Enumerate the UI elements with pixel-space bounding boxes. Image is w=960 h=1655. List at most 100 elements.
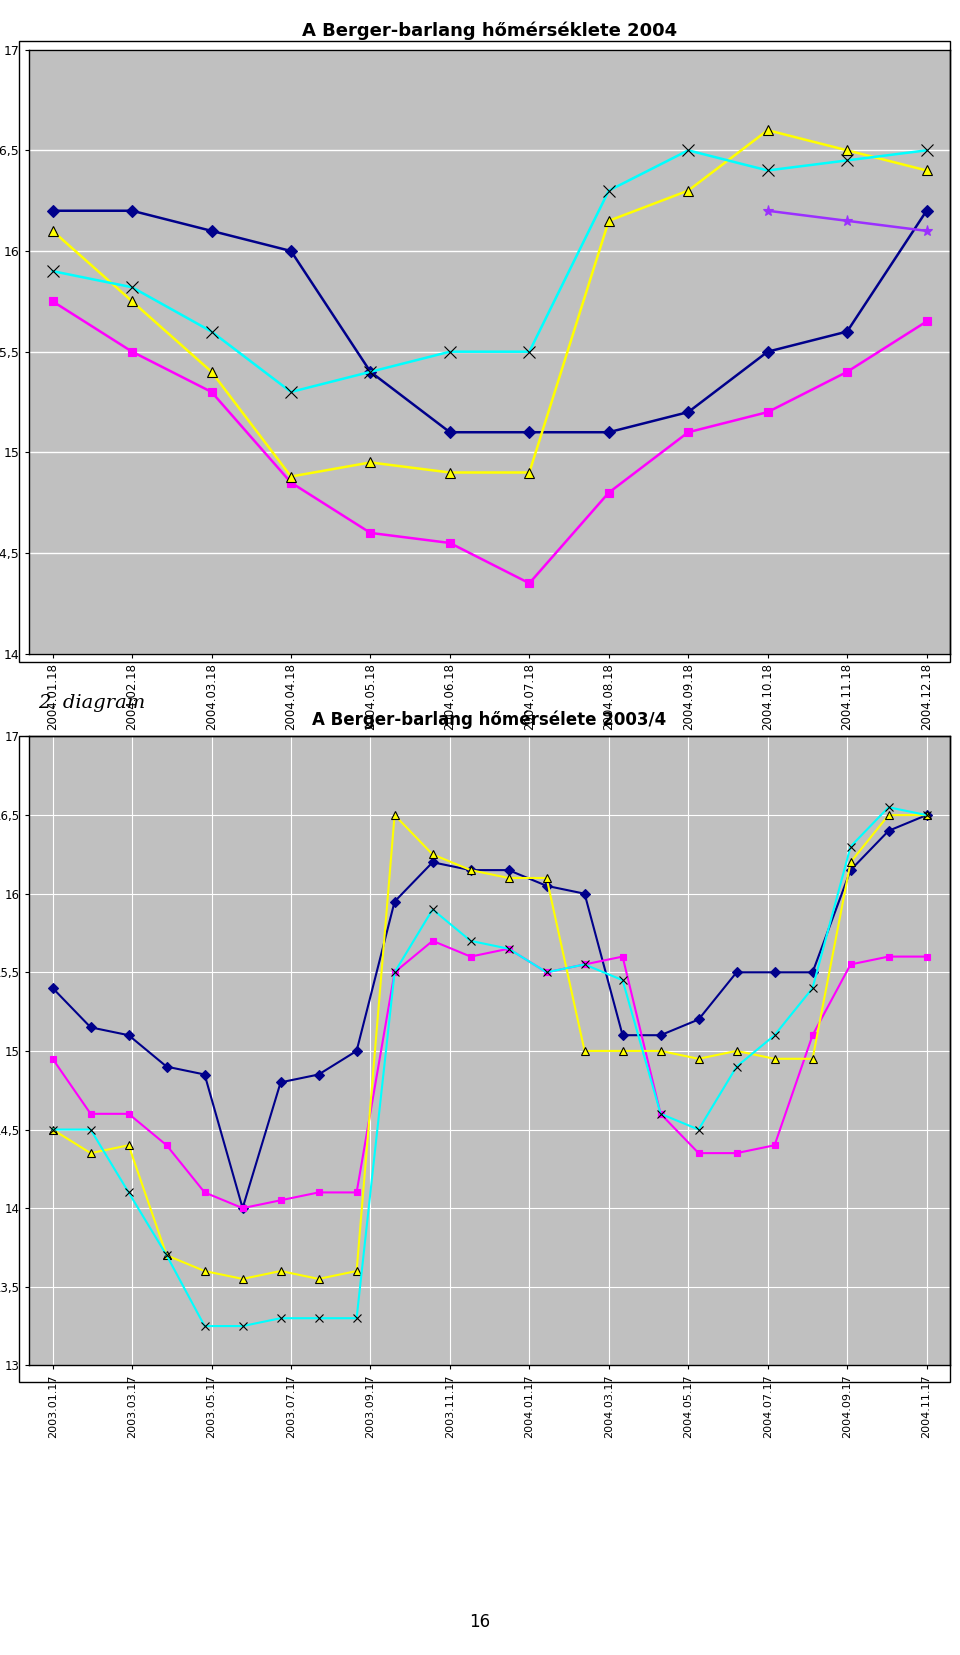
- Keszler-t.: [731, 1144, 742, 1163]
- Piedl-t.: [465, 861, 476, 880]
- Keszler-t.: [350, 1182, 362, 1202]
- Keszler-t.: [762, 402, 774, 422]
- Horváth-t.: [883, 821, 895, 841]
- Plózer-t.: [199, 1316, 210, 1336]
- Horváth-t.: [84, 1018, 96, 1038]
- Horváth-t.: [350, 1041, 362, 1061]
- Piedl-t.: [427, 844, 439, 864]
- Plózer-t.: [841, 151, 852, 170]
- Horváth-t.: [47, 200, 59, 220]
- Plózer-t.: [769, 1026, 780, 1046]
- Horváth-t.: [237, 1198, 249, 1218]
- Keszler-t.: [365, 523, 376, 543]
- Keszler-t.: [285, 473, 297, 493]
- Keszler-t.: [769, 1135, 780, 1155]
- Kessler-t.: [921, 220, 932, 240]
- Keszler-t.: [921, 311, 932, 331]
- Piedl-t.: [655, 1041, 666, 1061]
- Keszler-t.: [205, 382, 217, 402]
- Keszler-t.: [655, 1104, 666, 1124]
- Keszler-t.: [127, 343, 138, 362]
- Piedl-t.: [123, 1135, 134, 1155]
- Horváth-t.: [731, 963, 742, 983]
- Plózer-t.: [313, 1307, 324, 1327]
- Piedl-t.: [883, 804, 895, 824]
- Keszler-t.: [845, 955, 856, 975]
- Piedl-t.: [275, 1261, 286, 1281]
- Keszler-t.: [603, 483, 614, 503]
- Line: Kessler-t.: Kessler-t.: [762, 205, 932, 237]
- Horváth-t.: [427, 852, 439, 872]
- Plózer-t.: [444, 343, 456, 362]
- Plózer-t.: [350, 1307, 362, 1327]
- Keszler-t.: [161, 1135, 173, 1155]
- Line: Keszler-t.: Keszler-t.: [49, 937, 930, 1211]
- Piedl-t.: [603, 210, 614, 230]
- Piedl-t.: [161, 1245, 173, 1264]
- Piedl-t.: [841, 141, 852, 161]
- Plózer-t.: [365, 362, 376, 382]
- Text: 16: 16: [469, 1614, 491, 1630]
- Keszler-t.: [123, 1104, 134, 1124]
- Piedl-t.: [845, 852, 856, 872]
- Piedl-t.: [47, 220, 59, 240]
- Piedl-t.: [350, 1261, 362, 1281]
- Horváth-t.: [389, 892, 400, 912]
- Horváth-t.: [205, 220, 217, 240]
- Plózer-t.: [617, 970, 629, 990]
- Piedl-t.: [683, 180, 694, 200]
- Plózer-t.: [883, 798, 895, 818]
- Plózer-t.: [205, 321, 217, 341]
- Keszler-t.: [683, 422, 694, 442]
- Plózer-t.: [603, 180, 614, 200]
- Plózer-t.: [161, 1245, 173, 1264]
- Horváth-t.: [465, 861, 476, 880]
- Keszler-t.: [921, 947, 932, 967]
- Keszler-t.: [313, 1182, 324, 1202]
- Piedl-t.: [444, 462, 456, 482]
- Horváth-t.: [444, 422, 456, 442]
- Line: Plózer-t.: Plózer-t.: [47, 144, 932, 397]
- Horváth-t.: [313, 1064, 324, 1084]
- Line: Horváth-t.: Horváth-t.: [48, 207, 931, 437]
- Plózer-t.: [389, 963, 400, 983]
- Plózer-t.: [503, 938, 515, 958]
- Horváth-t.: [365, 362, 376, 382]
- Keszler-t.: [444, 533, 456, 553]
- Horváth-t.: [199, 1064, 210, 1084]
- Horváth-t.: [769, 963, 780, 983]
- Keszler-t.: [427, 930, 439, 950]
- Text: 2. diagram: 2. diagram: [38, 695, 146, 712]
- Plózer-t.: [275, 1307, 286, 1327]
- Plózer-t.: [47, 261, 59, 281]
- Keszler-t.: [883, 947, 895, 967]
- Horváth-t.: [683, 402, 694, 422]
- Keszler-t.: [693, 1144, 705, 1163]
- Keszler-t.: [237, 1198, 249, 1218]
- Keszler-t.: [540, 963, 552, 983]
- Piedl-t.: [523, 462, 535, 482]
- Plózer-t.: [845, 837, 856, 857]
- Horváth-t.: [123, 1026, 134, 1046]
- Horváth-t.: [655, 1026, 666, 1046]
- Plózer-t.: [921, 141, 932, 161]
- Horváth-t.: [503, 861, 515, 880]
- Plózer-t.: [465, 930, 476, 950]
- Plózer-t.: [540, 963, 552, 983]
- Kessler-t.: [762, 200, 774, 220]
- Piedl-t.: [127, 291, 138, 311]
- Keszler-t.: [523, 573, 535, 592]
- Horváth-t.: [617, 1026, 629, 1046]
- Title: A Berger-barlang hőmérsélete 2003/4: A Berger-barlang hőmérsélete 2003/4: [312, 712, 667, 730]
- Piedl-t.: [921, 161, 932, 180]
- Line: Plózer-t.: Plózer-t.: [48, 803, 931, 1331]
- Plózer-t.: [285, 382, 297, 402]
- Plózer-t.: [683, 141, 694, 161]
- Piedl-t.: [762, 121, 774, 141]
- Plózer-t.: [523, 343, 535, 362]
- Horváth-t.: [285, 242, 297, 261]
- Piedl-t.: [285, 467, 297, 487]
- Piedl-t.: [365, 452, 376, 472]
- Keszler-t.: [47, 291, 59, 311]
- Piedl-t.: [731, 1041, 742, 1061]
